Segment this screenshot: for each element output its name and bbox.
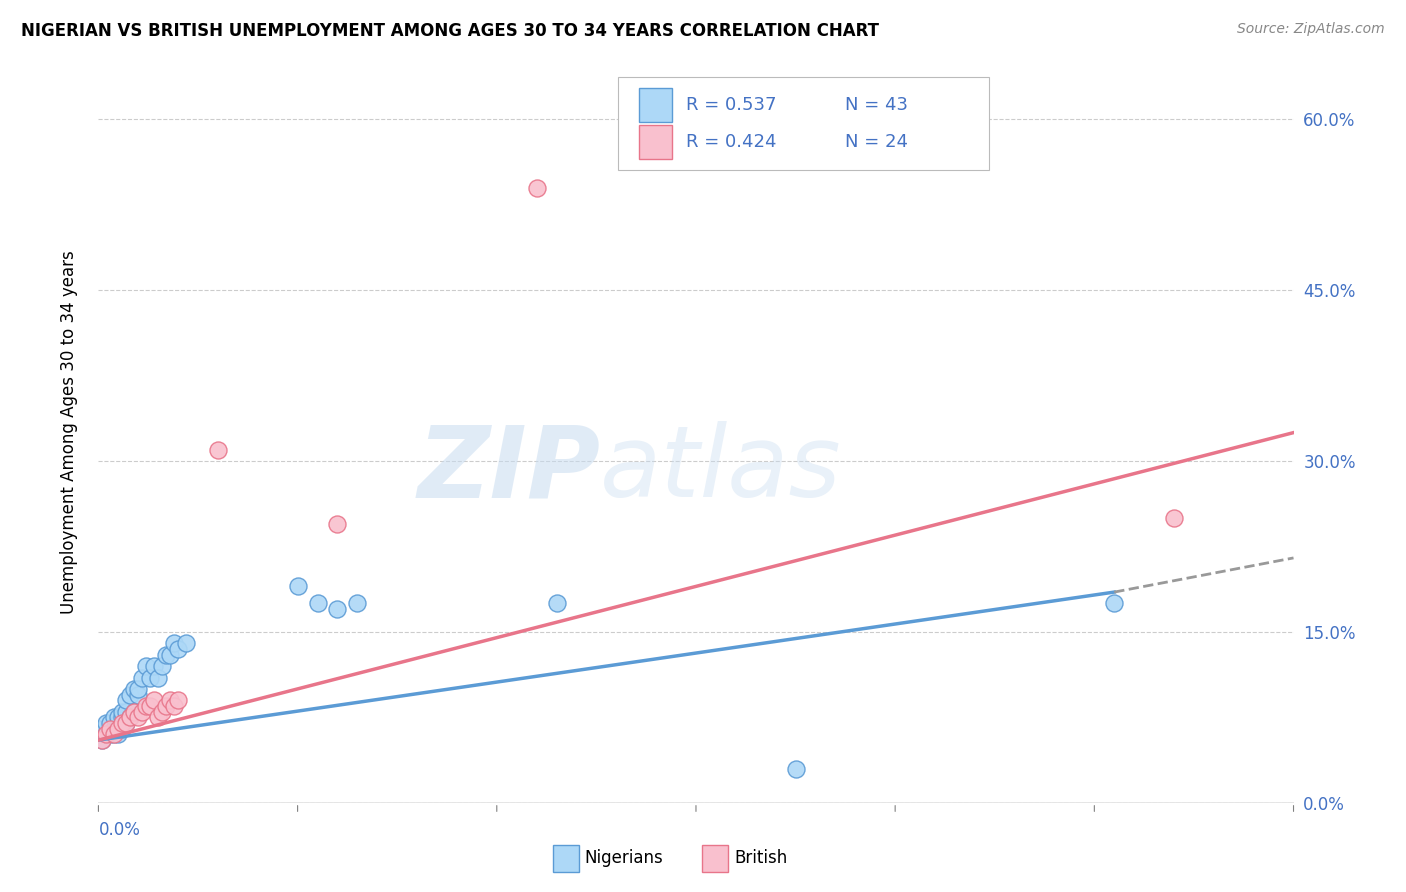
Text: N = 24: N = 24 — [845, 133, 908, 151]
Point — [91, 733, 114, 747]
Point — [526, 180, 548, 194]
Point — [111, 705, 134, 719]
Point — [143, 659, 166, 673]
Point — [287, 579, 309, 593]
Point — [115, 716, 138, 731]
Point — [127, 710, 149, 724]
Point — [98, 722, 122, 736]
Text: N = 43: N = 43 — [845, 95, 908, 113]
Text: ZIP: ZIP — [418, 421, 600, 518]
Point — [1104, 597, 1126, 611]
Point — [98, 727, 122, 741]
Point — [546, 597, 568, 611]
Point — [96, 727, 118, 741]
Point — [111, 722, 134, 736]
Point — [207, 442, 229, 457]
Text: NIGERIAN VS BRITISH UNEMPLOYMENT AMONG AGES 30 TO 34 YEARS CORRELATION CHART: NIGERIAN VS BRITISH UNEMPLOYMENT AMONG A… — [21, 22, 879, 40]
Point — [107, 727, 129, 741]
Point — [111, 710, 134, 724]
Point — [96, 716, 118, 731]
Point — [150, 705, 173, 719]
Point — [148, 710, 170, 724]
Point — [103, 722, 125, 736]
Point — [120, 710, 142, 724]
Point — [1163, 511, 1185, 525]
Point — [91, 722, 114, 736]
Bar — [702, 845, 728, 871]
Point — [120, 710, 142, 724]
Point — [98, 716, 122, 731]
Point — [115, 716, 138, 731]
Point — [307, 597, 329, 611]
Point — [107, 716, 129, 731]
Point — [111, 716, 134, 731]
Point — [148, 671, 170, 685]
Bar — [638, 88, 672, 121]
FancyBboxPatch shape — [619, 78, 988, 169]
Point — [127, 688, 149, 702]
Point — [326, 516, 349, 531]
Text: British: British — [734, 849, 787, 867]
Point — [131, 705, 153, 719]
Text: 0.0%: 0.0% — [98, 822, 141, 839]
Point — [163, 636, 186, 650]
Bar — [638, 126, 672, 159]
Point — [139, 698, 162, 713]
Y-axis label: Unemployment Among Ages 30 to 34 years: Unemployment Among Ages 30 to 34 years — [59, 251, 77, 615]
Text: atlas: atlas — [600, 421, 842, 518]
Point — [155, 648, 177, 662]
Point — [326, 602, 349, 616]
Point — [150, 659, 173, 673]
Point — [107, 722, 129, 736]
Point — [107, 710, 129, 724]
Text: R = 0.537: R = 0.537 — [686, 95, 778, 113]
Point — [103, 727, 125, 741]
Point — [785, 762, 807, 776]
Point — [163, 698, 186, 713]
Point — [167, 642, 190, 657]
Point — [124, 681, 146, 696]
Point — [131, 671, 153, 685]
Point — [115, 705, 138, 719]
Point — [127, 681, 149, 696]
Point — [115, 693, 138, 707]
Point — [103, 727, 125, 741]
Point — [143, 693, 166, 707]
Text: Source: ZipAtlas.com: Source: ZipAtlas.com — [1237, 22, 1385, 37]
Point — [155, 698, 177, 713]
Point — [120, 688, 142, 702]
Point — [103, 710, 125, 724]
Point — [91, 733, 114, 747]
Point — [124, 705, 146, 719]
Point — [174, 636, 197, 650]
Point — [98, 722, 122, 736]
Point — [159, 693, 181, 707]
Point — [159, 648, 181, 662]
Point — [135, 698, 157, 713]
Point — [139, 671, 162, 685]
Point — [96, 727, 118, 741]
Point — [124, 705, 146, 719]
Text: R = 0.424: R = 0.424 — [686, 133, 778, 151]
Point — [346, 597, 368, 611]
Point — [135, 659, 157, 673]
Point — [167, 693, 190, 707]
Bar — [553, 845, 579, 871]
Text: Nigerians: Nigerians — [585, 849, 664, 867]
